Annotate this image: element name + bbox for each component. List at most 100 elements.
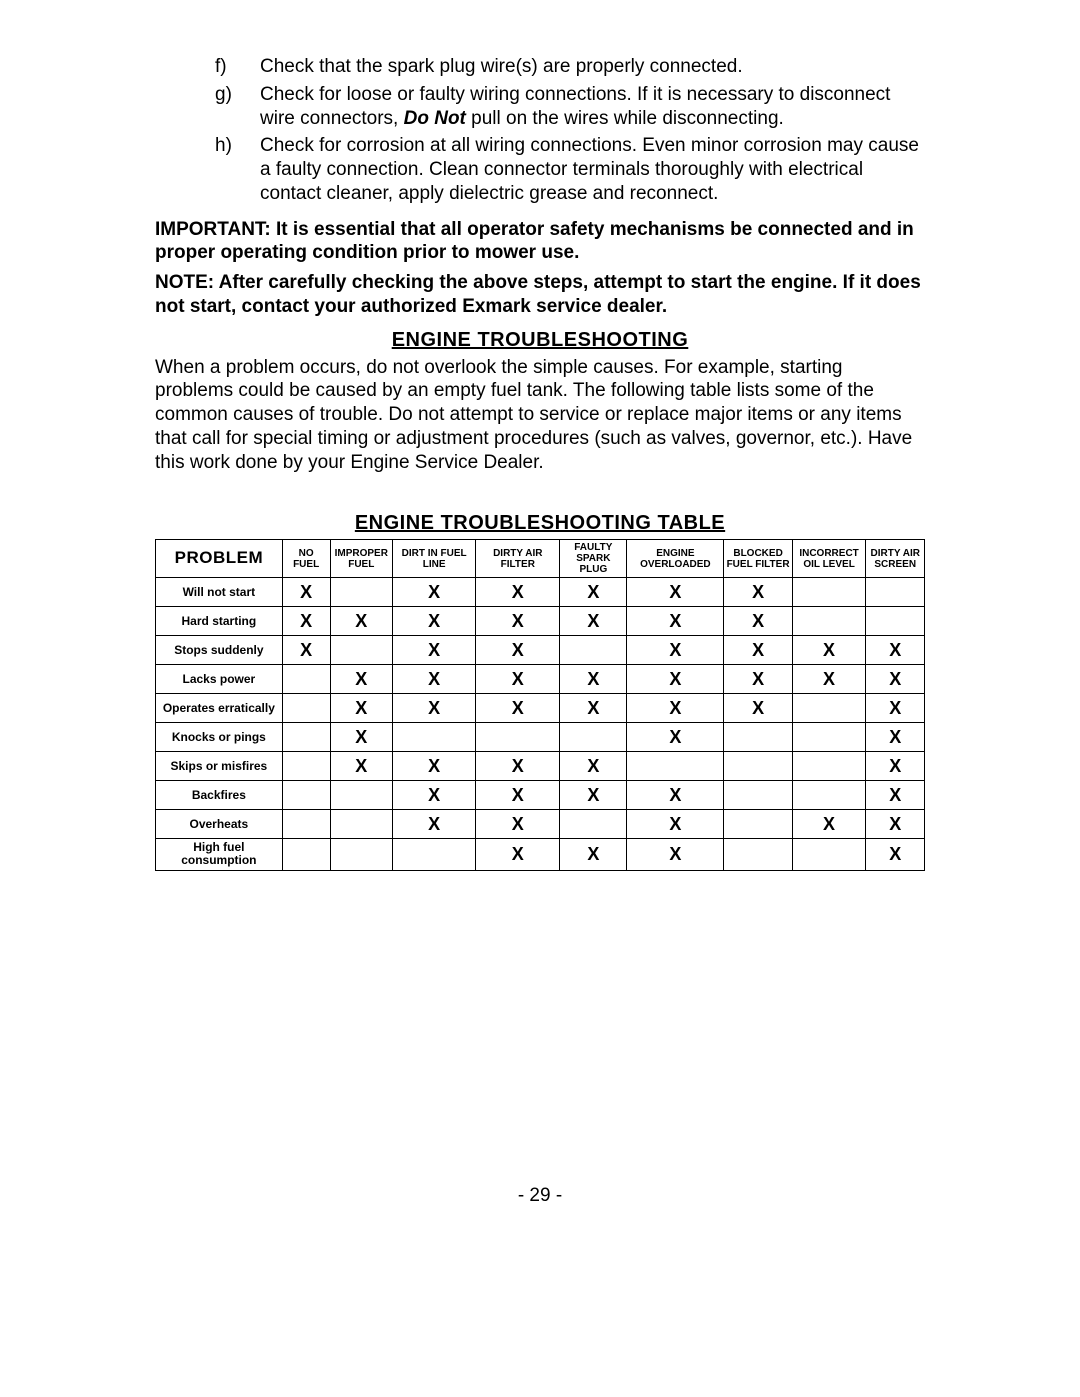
col-header: NO FUEL	[282, 540, 330, 578]
table-header-row: PROBLEM NO FUEL IMPROPER FUEL DIRT IN FU…	[156, 540, 925, 578]
mark-cell	[560, 636, 627, 665]
mark-cell	[560, 723, 627, 752]
mark-cell: X	[866, 723, 925, 752]
mark-cell: X	[476, 607, 560, 636]
problem-cell: High fuel consumption	[156, 839, 283, 870]
mark-cell: X	[476, 781, 560, 810]
table-row: Skips or misfiresXXXXX	[156, 752, 925, 781]
problem-cell: Operates erratically	[156, 694, 283, 723]
trouble-paragraph: When a problem occurs, do not overlook t…	[155, 356, 925, 475]
mark-cell: X	[866, 781, 925, 810]
problem-cell: Will not start	[156, 578, 283, 607]
mark-cell: X	[560, 694, 627, 723]
note-paragraph: NOTE: After carefully checking the above…	[155, 271, 925, 319]
mark-cell	[724, 839, 792, 870]
problem-cell: Stops suddenly	[156, 636, 283, 665]
mark-cell: X	[866, 839, 925, 870]
table-row: Operates erraticallyXXXXXXX	[156, 694, 925, 723]
mark-cell: X	[393, 781, 476, 810]
col-header: DIRTY AIR FILTER	[476, 540, 560, 578]
mark-cell	[282, 723, 330, 752]
mark-cell	[792, 723, 866, 752]
mark-cell: X	[282, 636, 330, 665]
mark-cell: X	[476, 636, 560, 665]
mark-cell	[724, 752, 792, 781]
list-item: g) Check for loose or faulty wiring conn…	[215, 83, 925, 131]
lettered-list: f) Check that the spark plug wire(s) are…	[215, 55, 925, 206]
mark-cell: X	[393, 636, 476, 665]
mark-cell	[330, 810, 392, 839]
mark-cell: X	[560, 607, 627, 636]
mark-cell: X	[393, 694, 476, 723]
list-marker: f)	[215, 55, 260, 79]
list-content: Check that the spark plug wire(s) are pr…	[260, 55, 925, 79]
mark-cell: X	[330, 607, 392, 636]
mark-cell: X	[476, 665, 560, 694]
mark-cell	[792, 839, 866, 870]
col-header: ENGINE OVERLOADED	[627, 540, 724, 578]
page-number: - 29 -	[0, 1185, 1080, 1207]
mark-cell	[282, 694, 330, 723]
mark-cell: X	[724, 636, 792, 665]
col-header: FAULTY SPARK PLUG	[560, 540, 627, 578]
mark-cell: X	[627, 665, 724, 694]
section-heading: ENGINE TROUBLESHOOTING	[155, 329, 925, 352]
text: pull on the wires while disconnecting.	[466, 108, 784, 129]
mark-cell: X	[792, 665, 866, 694]
mark-cell: X	[724, 665, 792, 694]
mark-cell	[866, 607, 925, 636]
mark-cell: X	[724, 578, 792, 607]
mark-cell: X	[627, 810, 724, 839]
mark-cell: X	[866, 752, 925, 781]
mark-cell: X	[627, 607, 724, 636]
problem-cell: Knocks or pings	[156, 723, 283, 752]
mark-cell: X	[476, 839, 560, 870]
mark-cell	[282, 810, 330, 839]
mark-cell: X	[330, 752, 392, 781]
list-item: f) Check that the spark plug wire(s) are…	[215, 55, 925, 79]
problem-header: PROBLEM	[156, 540, 283, 578]
table-row: Lacks powerXXXXXXXX	[156, 665, 925, 694]
mark-cell: X	[393, 810, 476, 839]
mark-cell: X	[627, 578, 724, 607]
mark-cell	[792, 752, 866, 781]
mark-cell	[330, 839, 392, 870]
table-row: Stops suddenlyXXXXXXX	[156, 636, 925, 665]
text-emphasis: Do Not	[404, 108, 466, 129]
mark-cell: X	[560, 752, 627, 781]
mark-cell: X	[627, 636, 724, 665]
table-row: BackfiresXXXXX	[156, 781, 925, 810]
mark-cell	[330, 578, 392, 607]
mark-cell: X	[560, 839, 627, 870]
mark-cell: X	[560, 578, 627, 607]
list-marker: h)	[215, 134, 260, 205]
col-header: BLOCKED FUEL FILTER	[724, 540, 792, 578]
mark-cell: X	[792, 636, 866, 665]
mark-cell: X	[393, 578, 476, 607]
mark-cell	[792, 781, 866, 810]
mark-cell: X	[866, 694, 925, 723]
mark-cell	[560, 810, 627, 839]
mark-cell	[792, 607, 866, 636]
mark-cell	[282, 752, 330, 781]
troubleshooting-table: PROBLEM NO FUEL IMPROPER FUEL DIRT IN FU…	[155, 539, 925, 870]
problem-cell: Overheats	[156, 810, 283, 839]
mark-cell	[476, 723, 560, 752]
mark-cell	[627, 752, 724, 781]
mark-cell	[330, 781, 392, 810]
mark-cell: X	[330, 665, 392, 694]
col-header: INCORRECT OIL LEVEL	[792, 540, 866, 578]
mark-cell: X	[476, 752, 560, 781]
col-header: IMPROPER FUEL	[330, 540, 392, 578]
table-row: Knocks or pingsXXX	[156, 723, 925, 752]
mark-cell: X	[330, 694, 392, 723]
mark-cell	[393, 839, 476, 870]
mark-cell: X	[393, 665, 476, 694]
mark-cell	[330, 636, 392, 665]
mark-cell: X	[476, 810, 560, 839]
page: f) Check that the spark plug wire(s) are…	[0, 0, 1080, 871]
mark-cell: X	[627, 839, 724, 870]
mark-cell: X	[282, 578, 330, 607]
list-content: Check for corrosion at all wiring connec…	[260, 134, 925, 205]
mark-cell: X	[393, 752, 476, 781]
